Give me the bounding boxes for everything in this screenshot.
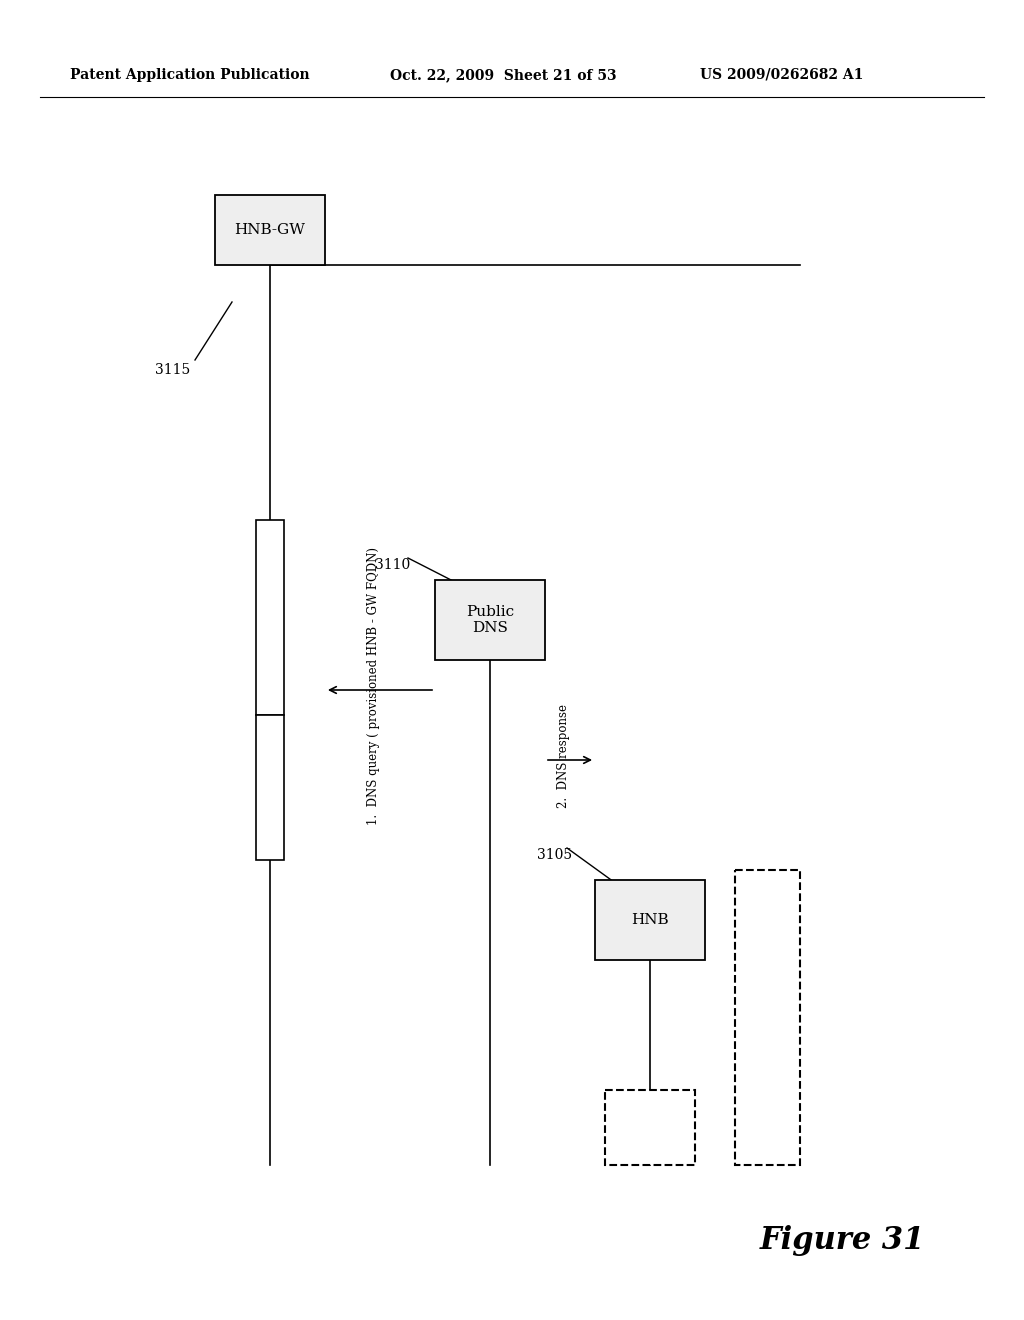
Bar — [605, 1090, 695, 1166]
Bar — [256, 520, 284, 715]
Bar — [735, 870, 800, 1166]
Text: 2.  DNS response: 2. DNS response — [557, 704, 570, 808]
Text: Public
DNS: Public DNS — [466, 605, 514, 635]
Bar — [215, 195, 325, 265]
Bar — [435, 579, 545, 660]
Text: HNB: HNB — [631, 913, 669, 927]
Text: Patent Application Publication: Patent Application Publication — [70, 69, 309, 82]
Text: US 2009/0262682 A1: US 2009/0262682 A1 — [700, 69, 863, 82]
Text: Oct. 22, 2009  Sheet 21 of 53: Oct. 22, 2009 Sheet 21 of 53 — [390, 69, 616, 82]
Bar — [256, 715, 284, 861]
Text: 3105: 3105 — [537, 847, 572, 862]
Text: 3115: 3115 — [155, 363, 190, 378]
Text: HNB-GW: HNB-GW — [234, 223, 305, 238]
Bar — [595, 880, 705, 960]
Text: Figure 31: Figure 31 — [760, 1225, 926, 1255]
Text: 3110: 3110 — [375, 558, 411, 572]
Text: 1.  DNS query ( provisioned HNB - GW FQDN): 1. DNS query ( provisioned HNB - GW FQDN… — [367, 546, 380, 825]
